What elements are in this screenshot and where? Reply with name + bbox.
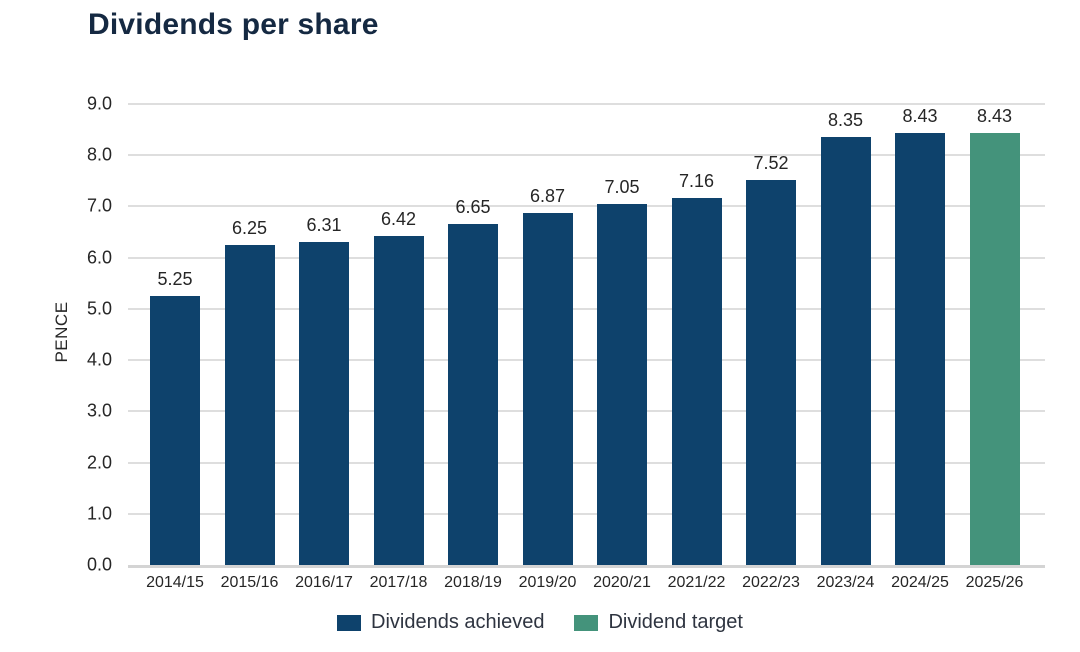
x-tick-label: 2024/25 xyxy=(891,574,949,591)
x-tick-label: 2014/15 xyxy=(146,574,204,591)
bar-value-label: 7.05 xyxy=(604,176,640,197)
y-tick-label: 5.0 xyxy=(86,298,112,319)
y-axis-title: PENCE xyxy=(52,301,71,363)
gridline xyxy=(128,154,1045,157)
gridline xyxy=(128,205,1045,208)
legend-item: Dividend target xyxy=(574,611,743,634)
y-tick-label: 9.0 xyxy=(86,93,112,114)
gridline xyxy=(128,256,1045,259)
x-tick-label: 2020/21 xyxy=(593,574,651,591)
bar-value-label: 6.25 xyxy=(231,217,268,238)
x-tick-label: 2021/22 xyxy=(667,574,726,591)
x-axis-line xyxy=(128,565,1045,568)
x-tick-label: 2025/26 xyxy=(965,574,1024,591)
legend-item: Dividends achieved xyxy=(337,611,544,634)
x-tick-label: 2017/18 xyxy=(369,574,428,591)
bar-value-label: 6.65 xyxy=(455,197,491,218)
x-tick-label: 2019/20 xyxy=(518,574,577,591)
bar-value-label: 6.87 xyxy=(529,186,566,207)
bar-value-label: 7.16 xyxy=(678,171,715,192)
bar-2025-26 xyxy=(969,133,1020,565)
bar-2018-19 xyxy=(448,224,498,565)
bar-value-label: 6.42 xyxy=(380,209,417,230)
bar-2022-23 xyxy=(746,179,796,565)
y-tick-label: 7.0 xyxy=(86,195,112,216)
gridline xyxy=(128,461,1045,464)
bar-2024-25 xyxy=(895,133,945,565)
x-tick-label: 2015/16 xyxy=(220,574,279,591)
legend-swatch-icon xyxy=(574,614,599,631)
y-tick-label: 6.0 xyxy=(86,247,112,268)
bar-2020-21 xyxy=(597,203,647,565)
y-tick-label: 0.0 xyxy=(86,554,112,575)
chart-title: Dividends per share xyxy=(88,8,379,41)
bar-2021-22 xyxy=(671,198,722,565)
bar-value-label: 7.52 xyxy=(753,152,789,173)
y-tick-label: 4.0 xyxy=(86,349,112,370)
gridline xyxy=(128,103,1045,105)
legend: Dividends achieved Dividend target xyxy=(0,611,1080,634)
y-tick-label: 1.0 xyxy=(86,503,112,524)
x-tick-label: 2016/17 xyxy=(295,574,353,591)
bar-2015-16 xyxy=(224,244,275,565)
gridline xyxy=(128,359,1045,362)
bar-2014-15 xyxy=(150,296,200,565)
y-tick-label: 3.0 xyxy=(86,400,112,421)
bar-value-label: 5.25 xyxy=(157,269,193,290)
legend-label: Dividend target xyxy=(608,611,743,633)
gridline xyxy=(128,410,1045,413)
bar-2023-24 xyxy=(820,137,871,565)
y-tick-label: 2.0 xyxy=(86,452,112,473)
y-tick-label: 8.0 xyxy=(86,144,112,165)
bar-2019-20 xyxy=(522,213,573,565)
legend-label: Dividends achieved xyxy=(371,611,545,633)
bar-2017-18 xyxy=(373,236,424,565)
bar-value-label: 6.31 xyxy=(306,214,342,235)
x-tick-label: 2023/24 xyxy=(816,574,875,591)
gridline xyxy=(128,307,1045,310)
bar-value-label: 8.43 xyxy=(902,106,938,127)
bar-value-label: 8.43 xyxy=(976,106,1013,127)
x-tick-label: 2018/19 xyxy=(444,574,502,591)
gridline xyxy=(128,512,1045,515)
legend-swatch-icon xyxy=(337,614,362,631)
bar-value-label: 8.35 xyxy=(827,110,864,131)
bar-2016-17 xyxy=(299,241,349,565)
plot-area: 5.25 2014/15 6.25 2015/16 6.31 2016/17 6.42 201… xyxy=(128,103,1045,591)
x-tick-label: 2022/23 xyxy=(742,574,800,591)
